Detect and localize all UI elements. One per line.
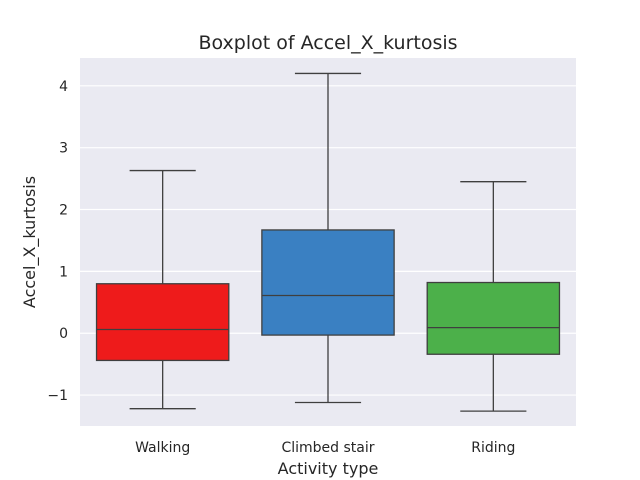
iqr-box	[261, 229, 395, 336]
box-climbed-stair	[261, 72, 395, 404]
iqr-box	[95, 283, 230, 362]
y-tick-labels: −1 0 1 2 3 4	[47, 79, 68, 404]
x-tick-label: Climbed stair	[281, 440, 374, 456]
y-tick-label: 0	[59, 326, 68, 342]
chart-title: Boxplot of Accel_X_kurtosis	[198, 32, 457, 54]
y-tick-label: 1	[59, 264, 68, 280]
y-tick-label: 4	[59, 79, 68, 95]
y-axis-label: Accel_X_kurtosis	[20, 176, 40, 308]
iqr-box	[426, 281, 561, 355]
x-tick-labels: Walking Climbed stair Riding	[135, 440, 515, 456]
y-tick-label: 2	[59, 203, 68, 219]
boxes	[95, 72, 561, 412]
x-tick-label: Walking	[135, 440, 190, 456]
x-axis-label: Activity type	[278, 459, 379, 478]
box-walking	[95, 169, 230, 410]
box-riding	[426, 181, 561, 412]
y-tick-label: −1	[47, 388, 68, 404]
x-tick-label: Riding	[471, 440, 515, 456]
y-tick-label: 3	[59, 141, 68, 157]
